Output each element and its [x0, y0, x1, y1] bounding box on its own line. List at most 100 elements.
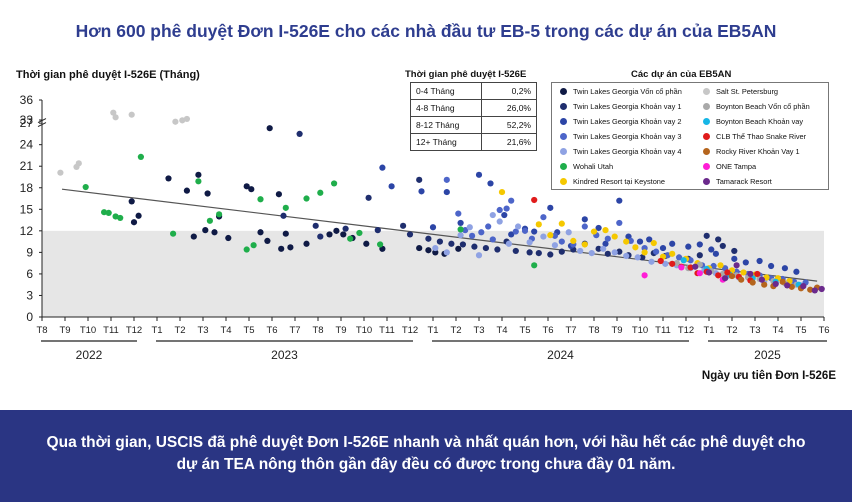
data-point	[432, 249, 439, 256]
data-point	[498, 188, 506, 196]
data-point	[137, 153, 144, 160]
x-tick-label: T11	[655, 325, 671, 336]
data-point	[754, 270, 761, 278]
x-tick-label: T3	[749, 325, 760, 336]
data-point	[678, 264, 685, 271]
data-point	[662, 260, 669, 267]
legend-item: Salt St. Petersburg	[703, 87, 778, 96]
chart-title: Hơn 600 phê duyệt Đơn I-526E cho các nhà…	[75, 21, 777, 41]
data-point	[551, 242, 559, 249]
data-point	[243, 246, 250, 253]
data-point	[374, 227, 381, 234]
data-point	[243, 183, 250, 190]
data-point	[768, 262, 775, 270]
data-point	[646, 236, 653, 243]
data-point	[636, 238, 644, 245]
x-tick-label: T10	[80, 325, 96, 336]
y-axis-label: Thời gian phê duyệt I-526E (Tháng)	[16, 69, 200, 81]
y-tick-label: 21	[20, 159, 34, 173]
data-point	[639, 254, 646, 261]
approval-share: 52,2%	[481, 116, 537, 134]
x-tick-label: T6	[818, 325, 829, 336]
data-point	[793, 268, 800, 275]
data-point	[170, 230, 177, 237]
data-point	[400, 222, 407, 229]
approval-range: 0-4 Tháng	[410, 82, 482, 100]
y-tick-label: 0	[26, 310, 33, 324]
data-point	[135, 212, 142, 219]
data-point	[425, 247, 432, 254]
data-point	[478, 229, 485, 236]
x-axis-layer: T8 T9 T10 T11 T12 T1 T2 T3 T4 T5 T6 T7 T8 T9 T10 T11 T12…	[36, 317, 830, 362]
y-tick-label: 3	[26, 288, 33, 302]
data-point	[747, 270, 754, 278]
x-tick-label: T12	[402, 325, 418, 336]
data-point	[641, 249, 648, 256]
data-point	[680, 257, 687, 264]
data-point	[482, 244, 489, 252]
legend-marker	[560, 118, 567, 125]
legend-item: Rocky River Khoản Vay 1	[703, 147, 800, 156]
year-label: 2024	[547, 348, 574, 362]
year-label: 2023	[271, 348, 298, 362]
data-point	[616, 197, 623, 204]
summary-banner: Qua thời gian, USCIS đã phê duyệt Đơn I-…	[0, 410, 852, 502]
data-point	[496, 218, 503, 225]
data-point	[489, 211, 496, 219]
data-point	[715, 236, 722, 243]
data-point	[266, 125, 273, 132]
legend-label: Twin Lakes Georgia Khoản vay 3	[573, 132, 682, 141]
data-point	[264, 237, 271, 244]
legend-label: Kindred Resort tại Keystone	[573, 177, 666, 186]
data-point	[469, 232, 476, 239]
legend-label: Boynton Beach Vốn cổ phần	[716, 102, 810, 111]
data-point	[800, 283, 807, 290]
data-point	[317, 189, 324, 196]
data-point	[282, 230, 289, 237]
x-tick-label: T12	[126, 325, 142, 336]
y-tick-label: 24	[20, 138, 34, 152]
data-point	[531, 262, 538, 269]
data-point	[731, 255, 738, 262]
x-tick-label: T8	[36, 325, 47, 336]
x-tick-label: T10	[356, 325, 372, 336]
data-point	[475, 171, 483, 178]
y-tick-label: 33	[20, 113, 34, 127]
x-tick-label: T7	[289, 325, 300, 336]
legend: Twin Lakes Georgia Vốn cổ phần Twin Lakes…	[551, 82, 829, 190]
legend-marker	[560, 133, 567, 140]
data-point	[669, 260, 676, 267]
legend-item: Boynton Beach Khoản vay	[703, 117, 803, 126]
data-point	[595, 224, 602, 232]
data-point	[673, 260, 680, 267]
data-point	[696, 261, 703, 268]
data-point	[333, 227, 340, 234]
legend-label: Twin Lakes Georgia Khoản vay 1	[573, 102, 682, 111]
data-point	[581, 216, 588, 223]
data-point	[275, 191, 282, 198]
data-point	[257, 196, 264, 203]
data-point	[190, 233, 197, 240]
x-tick-label: T5	[519, 325, 530, 336]
legend-label: Twin Lakes Georgia Vốn cổ phần	[573, 87, 682, 96]
data-point	[581, 241, 588, 248]
data-point	[443, 188, 450, 196]
data-point	[756, 257, 763, 265]
year-label: 2022	[76, 348, 103, 362]
x-tick-label: T12	[678, 325, 694, 336]
approval-time-row: 0-4 Tháng 0,2%	[410, 82, 537, 100]
legend-label: Twin Lakes Georgia Khoản vay 4	[573, 147, 682, 156]
data-point	[418, 188, 425, 195]
approval-time-row: 4-8 Tháng 26,0%	[410, 99, 537, 117]
legend-item: Twin Lakes Georgia Khoản vay 2	[560, 117, 681, 126]
data-point	[487, 180, 494, 187]
data-point	[110, 109, 117, 116]
data-point	[455, 245, 462, 252]
legend-label: Tamarack Resort	[716, 177, 772, 186]
y-tick-label: 36	[20, 93, 34, 107]
x-tick-label: T4	[772, 325, 783, 336]
approval-share: 21,6%	[481, 133, 537, 151]
data-point	[202, 227, 209, 234]
data-point	[779, 278, 786, 285]
